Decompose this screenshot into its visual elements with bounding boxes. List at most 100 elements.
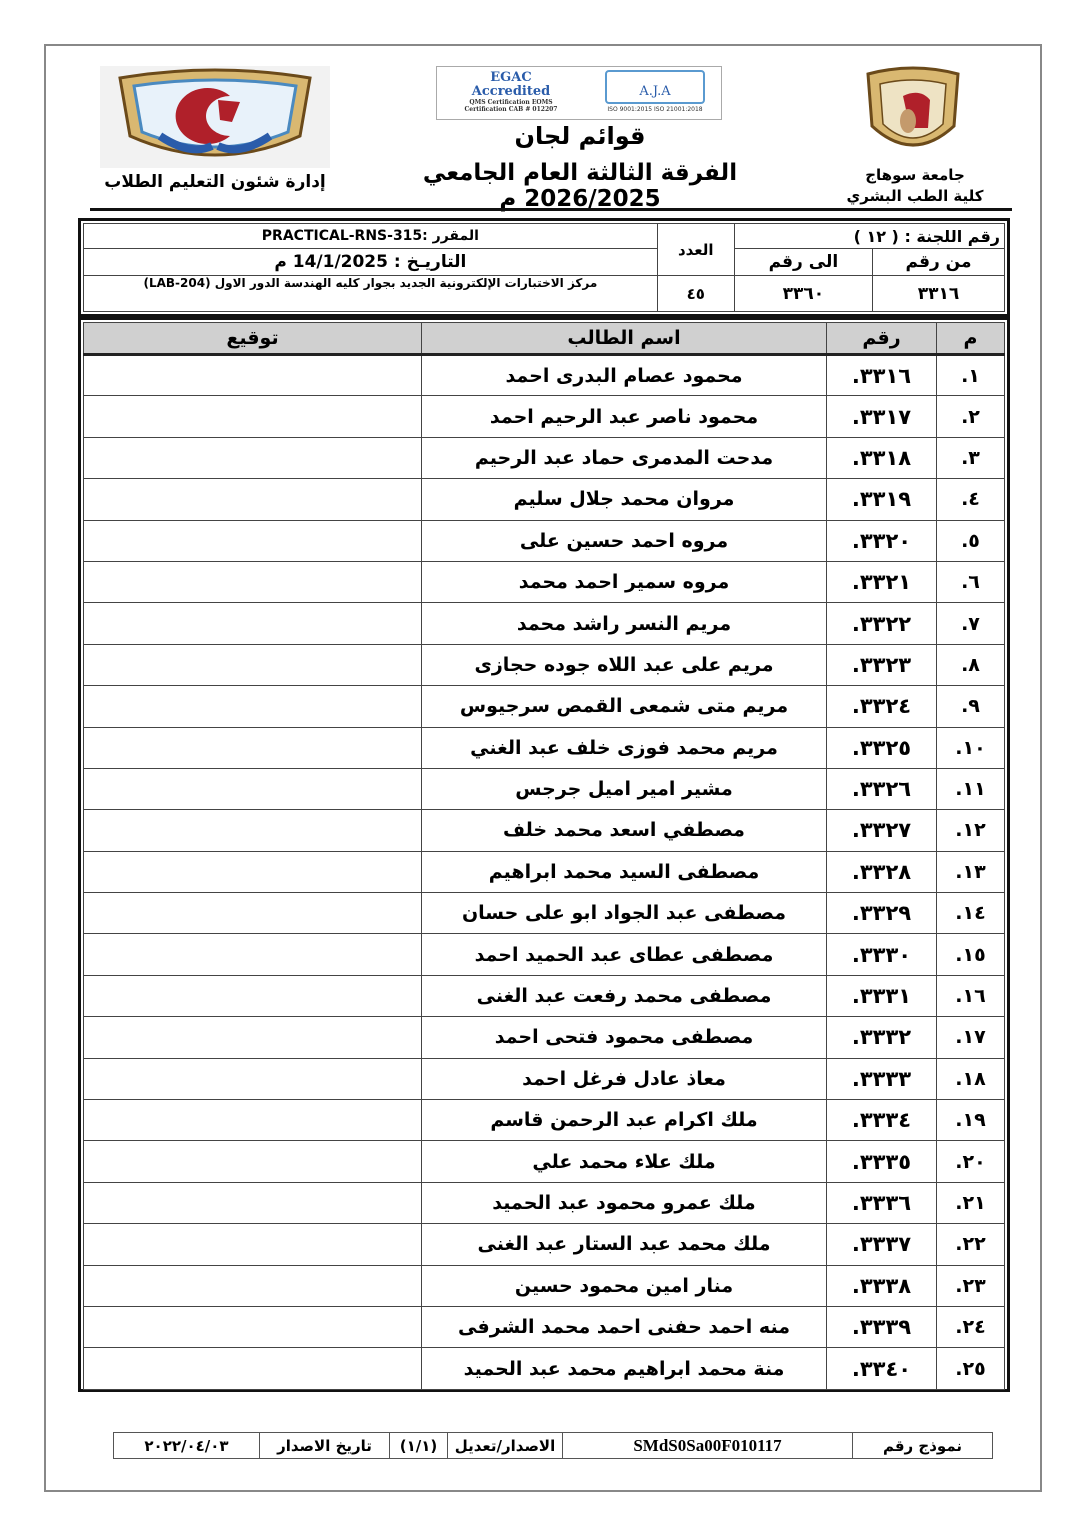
form-footer: نموذج رقم SMdS0Sa00F010117 الاصدار/تعديل… — [113, 1432, 993, 1459]
student-number: ٣٣٢٩. — [826, 892, 937, 935]
student-number: ٣٣٣٩. — [826, 1305, 937, 1349]
student-name: مدحت المدمرى حماد عبد الرحيم — [421, 436, 827, 480]
row-index: ١٧. — [936, 1016, 1005, 1059]
accreditation-logos: EGAC Accredited QMS Certification EOMS C… — [436, 66, 722, 120]
student-name: مروه احمد حسين على — [421, 519, 827, 562]
signature-cell[interactable] — [83, 1305, 422, 1349]
student-name: مشير امير اميل جرجس — [421, 767, 827, 811]
signature-cell[interactable] — [83, 1057, 422, 1101]
student-name: مريم على عبد اللاه جوده حجازى — [421, 643, 827, 687]
row-index: ١٤. — [936, 892, 1005, 935]
table-row: ٢٤. ٣٣٣٩. منه احمد حفنى احمد محمد الشرفى — [83, 1305, 1005, 1349]
signature-cell[interactable] — [83, 1099, 422, 1142]
student-number: ٣٣٢٥. — [826, 726, 937, 769]
student-name: مصطفى عطاى عبد الحميد احمد — [421, 933, 827, 976]
table-row: ١٦. ٣٣٣١. مصطفى محمد رفعت عبد الغنى — [83, 974, 1005, 1018]
table-row: ٢٥. ٣٣٤٠. منة محمد ابراهيم محمد عبد الحميد — [83, 1347, 1005, 1390]
row-index: ١٨. — [936, 1057, 1005, 1101]
to-number-value: ٣٣٦٠ — [733, 275, 874, 312]
col-header-index: م — [936, 322, 1005, 356]
signature-cell[interactable] — [83, 1181, 422, 1225]
signature-cell[interactable] — [83, 395, 422, 438]
row-index: ٢٣. — [936, 1264, 1005, 1307]
page-title: قوائم لجان — [514, 122, 646, 150]
row-index: ٣. — [936, 436, 1005, 480]
signature-cell[interactable] — [83, 974, 422, 1018]
student-name: مصطفى السيد محمد ابراهيم — [421, 850, 827, 894]
signature-cell[interactable] — [83, 436, 422, 480]
signature-cell[interactable] — [83, 560, 422, 604]
student-name: منار امين محمود حسين — [421, 1264, 827, 1307]
to-number-label: الى رقم — [733, 248, 874, 276]
student-number: ٣٣١٩. — [826, 478, 937, 521]
row-index: ١٠. — [936, 726, 1005, 769]
signature-cell[interactable] — [83, 933, 422, 976]
signature-cell[interactable] — [83, 602, 422, 645]
signature-cell[interactable] — [83, 685, 422, 728]
committee-number: رقم اللجنة : ( ١٢ ) — [733, 222, 1006, 250]
row-index: ٤. — [936, 478, 1005, 521]
signature-cell[interactable] — [83, 892, 422, 935]
student-name: ملك عمرو محمود عبد الحميد — [421, 1181, 827, 1225]
table-row: ٩. ٣٣٢٤. مريم متى شمعى القمص سرجيوس — [83, 685, 1005, 728]
student-number: ٣٣٣٧. — [826, 1223, 937, 1266]
table-row: ٣. ٣٣١٨. مدحت المدمرى حماد عبد الرحيم — [83, 436, 1005, 480]
table-row: ١٢. ٣٣٢٧. مصطفي اسعد محمد خلف — [83, 809, 1005, 852]
student-number: ٣٣٢٦. — [826, 767, 937, 811]
signature-cell[interactable] — [83, 1264, 422, 1307]
exam-date: التاريـخ : 14/1/2025 م — [83, 248, 658, 276]
student-name: مريم محمد فوزى خلف عبد الغني — [421, 726, 827, 769]
signature-cell[interactable] — [83, 850, 422, 894]
egac-lines: QMS Certification EOMS Certification CAB… — [464, 99, 558, 113]
student-name: مروه سمير احمد محمد — [421, 560, 827, 604]
student-name: مريم النسر راشد محمد — [421, 602, 827, 645]
student-name: مصطفى عبد الجواد ابو على حسان — [421, 892, 827, 935]
signature-cell[interactable] — [83, 767, 422, 811]
table-row: ١١. ٣٣٢٦. مشير امير اميل جرجس — [83, 767, 1005, 811]
faculty-name: كلية الطب البشري — [846, 187, 984, 205]
signature-cell[interactable] — [83, 1347, 422, 1390]
student-number: ٣٣٣١. — [826, 974, 937, 1018]
table-row: ١٨. ٣٣٣٣. معاذ عادل فرغل احمد — [83, 1057, 1005, 1101]
signature-cell[interactable] — [83, 1016, 422, 1059]
signature-cell[interactable] — [83, 353, 422, 397]
count-label: العدد — [656, 223, 735, 276]
row-index: ١٥. — [936, 933, 1005, 976]
count-value: ٤٥ — [656, 275, 735, 312]
signature-cell[interactable] — [83, 519, 422, 562]
row-index: ٥. — [936, 519, 1005, 562]
row-index: ١٩. — [936, 1099, 1005, 1142]
student-number: ٣٣٢٤. — [826, 685, 937, 728]
col-header-signature: توقيع — [83, 322, 422, 356]
row-index: ١١. — [936, 767, 1005, 811]
table-row: ٨. ٣٣٢٣. مريم على عبد اللاه جوده حجازى — [83, 643, 1005, 687]
signature-cell[interactable] — [83, 809, 422, 852]
row-index: ٢٤. — [936, 1305, 1005, 1349]
issue-date-label: تاريخ الاصدار — [259, 1432, 390, 1459]
student-number: ٣٣٢٣. — [826, 643, 937, 687]
student-number: ٣٣١٦. — [826, 353, 937, 397]
row-index: ١٢. — [936, 809, 1005, 852]
signature-cell[interactable] — [83, 726, 422, 769]
table-row: ١٧. ٣٣٣٢. مصطفى محمود فتحى احمد — [83, 1016, 1005, 1059]
table-row: ١. ٣٣١٦. محمود عصام البدرى احمد — [83, 353, 1005, 397]
row-index: ٢. — [936, 395, 1005, 438]
student-number: ٣٣٣٢. — [826, 1016, 937, 1059]
row-index: ٨. — [936, 643, 1005, 687]
signature-cell[interactable] — [83, 478, 422, 521]
row-index: ٧. — [936, 602, 1005, 645]
exam-location: مركز الاختبارات الإلكترونية الجديد بجوار… — [83, 275, 658, 312]
table-row: ٢٣. ٣٣٣٨. منار امين محمود حسين — [83, 1264, 1005, 1307]
student-name: محمود ناصر عبد الرحيم احمد — [421, 395, 827, 438]
row-index: ١٦. — [936, 974, 1005, 1018]
student-name: معاذ عادل فرغل احمد — [421, 1057, 827, 1101]
signature-cell[interactable] — [83, 643, 422, 687]
aja-logo: A.J.A — [605, 70, 705, 104]
student-name: مروان محمد جلال سليم — [421, 478, 827, 521]
table-row: ٢. ٣٣١٧. محمود ناصر عبد الرحيم احمد — [83, 395, 1005, 438]
signature-cell[interactable] — [83, 1223, 422, 1266]
form-number-label: نموذج رقم — [852, 1432, 993, 1459]
table-row: ١٩. ٣٣٣٤. ملك اكرام عبد الرحمن قاسم — [83, 1099, 1005, 1142]
signature-cell[interactable] — [83, 1140, 422, 1183]
student-number: ٣٣٣٠. — [826, 933, 937, 976]
